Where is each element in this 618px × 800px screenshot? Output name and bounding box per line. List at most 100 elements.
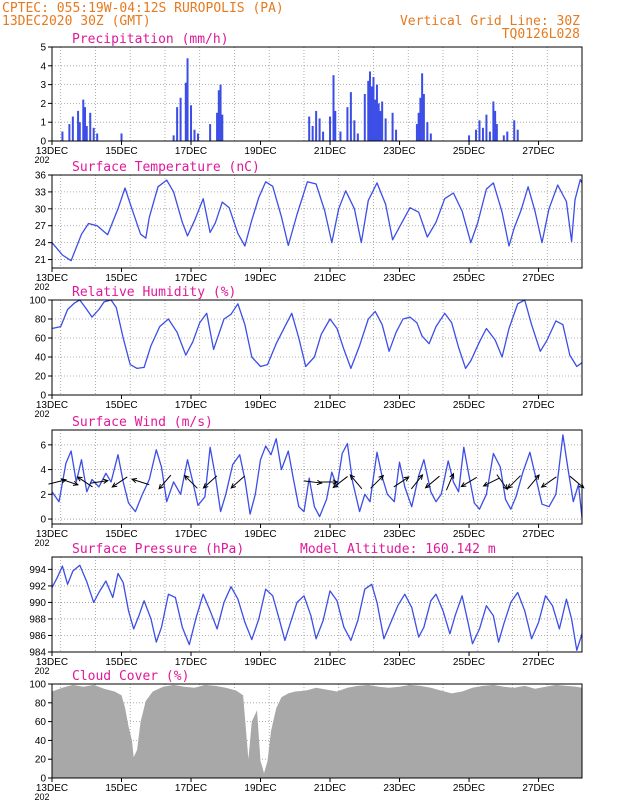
wind-arrow-shaft — [496, 474, 508, 490]
x-tick-label: 21DEC — [314, 529, 346, 540]
wind-arrow-head — [507, 483, 513, 490]
y-tick-label: 27 — [35, 221, 47, 232]
x-tick-label: 25DEC — [453, 783, 485, 794]
y-tick-label: 24 — [35, 238, 47, 249]
x-tick-label: 27DEC — [522, 146, 554, 157]
precip-bar — [363, 94, 366, 141]
panel-cloud: 0 20 40 60 80 100 13DEC 15DEC 17DEC 19DEC 21DEC 23D… — [29, 669, 583, 800]
precip-bar — [322, 131, 325, 141]
y-tick-label: 986 — [29, 631, 46, 642]
y-tick-label: 984 — [29, 648, 46, 659]
panel-title: Surface Pressure (hPa) — [72, 542, 244, 557]
precip-bar — [92, 127, 95, 141]
x-tick-label: 19DEC — [244, 783, 276, 794]
x-tick-label: 25DEC — [453, 146, 485, 157]
wind-arrow-shaft — [131, 478, 150, 486]
wind-arrow-shaft — [77, 476, 93, 488]
wind-arrow — [393, 476, 410, 488]
panel-title: Relative Humidity (%) — [72, 285, 236, 300]
wind-arrow-shaft — [507, 475, 521, 489]
wind-arrow — [183, 474, 198, 489]
precip-bar — [478, 120, 481, 141]
x-tick-label: 13DEC — [36, 400, 68, 411]
precip-bar — [375, 84, 378, 141]
precip-bar — [516, 129, 519, 141]
precip-bar — [417, 112, 420, 141]
year-label: 202 — [34, 155, 49, 165]
y-tick-label: 994 — [29, 565, 46, 576]
y-tick-label: 6 — [40, 440, 46, 451]
x-tick-label: 15DEC — [105, 783, 137, 794]
precip-bar — [329, 116, 332, 141]
precip-bar — [481, 127, 484, 141]
wind-arrow-head — [424, 482, 431, 489]
wind-arrow — [482, 477, 500, 487]
wind-arrow-shaft — [112, 476, 128, 488]
x-tick-label: 15DEC — [105, 146, 137, 157]
y-tick-label: 0 — [40, 137, 46, 148]
wind-arrow-head — [111, 482, 118, 488]
precip-bar — [334, 110, 337, 141]
wind-arrow — [319, 479, 339, 485]
wind-arrow-head — [482, 481, 489, 487]
precip-bar — [381, 101, 384, 141]
header-model: TQ0126L028 — [502, 27, 580, 42]
precip-bar — [429, 133, 432, 141]
wind-arrow — [349, 474, 363, 490]
precip-bar — [494, 110, 497, 141]
precip-bar — [475, 129, 477, 141]
wind-arrow-head — [158, 483, 164, 490]
precip-bar — [374, 99, 377, 141]
x-tick-label: 27DEC — [522, 657, 554, 668]
x-tick-label: 25DEC — [453, 657, 485, 668]
wind-arrow — [527, 474, 540, 490]
x-tick-label: 27DEC — [522, 273, 554, 284]
precip-bar — [377, 103, 380, 141]
precip-bar — [217, 90, 220, 141]
y-tick-label: 20 — [35, 372, 47, 383]
x-tick-label: 21DEC — [314, 273, 346, 284]
precip-bar — [346, 107, 349, 141]
wind-arrow-head — [102, 478, 109, 484]
wind-arrow-head — [378, 474, 385, 481]
y-tick-label: 2 — [40, 99, 46, 110]
precip-bar — [219, 84, 222, 141]
y-tick-label: 2 — [40, 490, 46, 501]
y-tick-label: 60 — [35, 334, 47, 345]
wind-arrow-head — [460, 482, 467, 488]
x-tick-label: 17DEC — [175, 400, 207, 411]
precip-bar — [356, 133, 359, 141]
y-tick-label: 80 — [35, 698, 47, 709]
y-tick-label: 36 — [35, 171, 47, 182]
y-tick-label: 0 — [40, 391, 46, 402]
x-tick-label: 23DEC — [383, 400, 415, 411]
precip-bar — [419, 97, 422, 141]
x-tick-label: 23DEC — [383, 657, 415, 668]
precip-bar — [485, 114, 488, 141]
wind-arrow-head — [449, 472, 455, 479]
y-tick-label: 80 — [35, 315, 47, 326]
header-grid-line: Vertical Grid Line: 30Z — [400, 14, 580, 29]
wind-arrow-shaft — [158, 474, 172, 490]
panel-wind: 0 2 4 6 13DEC 15DEC 17DEC 19DEC 21DEC 23DEC 25DEC 2… — [34, 415, 585, 548]
panel-title: Surface Wind (m/s) — [72, 415, 213, 430]
plot-area — [52, 430, 582, 524]
wind-arrow-shaft — [48, 479, 67, 485]
y-tick-label: 60 — [35, 717, 47, 728]
panel-frame — [51, 174, 583, 269]
precip-bar — [513, 120, 516, 141]
wind-arrow-shaft — [89, 480, 108, 484]
year-label: 202 — [34, 409, 49, 419]
precip-bar — [82, 99, 85, 141]
wind-arrow-shaft — [569, 475, 585, 489]
precip-bar — [71, 116, 74, 141]
x-tick-label: 25DEC — [453, 273, 485, 284]
wind-arrow-shaft — [425, 475, 440, 489]
plot-area — [52, 175, 582, 268]
precip-bar — [391, 112, 394, 141]
x-tick-label: 13DEC — [36, 657, 68, 668]
wind-arrow-head — [417, 474, 424, 480]
panel-frame — [51, 429, 583, 525]
y-tick-label: 992 — [29, 581, 46, 592]
